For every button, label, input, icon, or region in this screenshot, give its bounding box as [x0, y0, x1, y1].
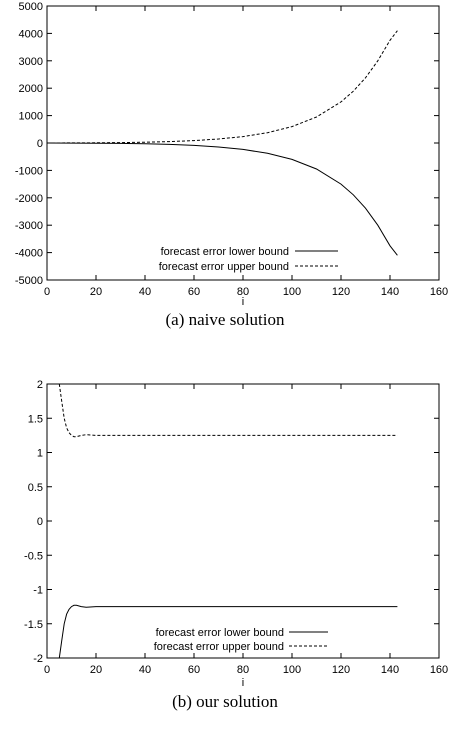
chart-b-series-0-line: [58, 604, 398, 659]
chart-a-x-tick-label: 60: [188, 286, 200, 298]
chart-b-caption: (b) our solution: [172, 692, 278, 711]
chart-b-x-axis-label: i: [242, 677, 244, 689]
chart-a-x-tick-label: 100: [283, 286, 301, 298]
chart-b-x-tick-label: 20: [90, 664, 102, 676]
chart-a-legend: forecast error lower bound forecast erro…: [159, 246, 338, 273]
chart-b-y-tick-label: 1.5: [28, 413, 43, 425]
chart-b-y-ticks: 2 1.5 1 0.5 0 -0.5 -1 -1.5 -2: [24, 379, 439, 665]
chart-b-y-tick-label: 2: [37, 379, 43, 391]
chart-b-x-tick-label: 100: [283, 664, 301, 676]
chart-a-x-tick-label: 40: [139, 286, 151, 298]
chart-a-y-tick-label: -1000: [15, 165, 43, 177]
chart-b-legend: forecast error lower bound forecast erro…: [154, 627, 328, 653]
chart-b-y-tick-label: 0: [37, 516, 43, 528]
chart-b-x-tick-label: 0: [44, 664, 50, 676]
chart-a-y-ticks: 5000 4000 3000 2000 1000 0 -1000 -2000 -3000 -400…: [15, 1, 439, 287]
chart-a-series-1-line: [46, 30, 398, 144]
chart-a-x-ticks: 0 20 40 60 80 100 120 140 160: [44, 6, 448, 298]
chart-b-y-tick-label: 1: [37, 448, 43, 460]
chart-b-series: [58, 383, 398, 659]
chart-a-x-tick-label: 140: [381, 286, 399, 298]
chart-a-y-tick-label: -5000: [15, 275, 43, 287]
chart-b-y-tick-label: 0.5: [28, 482, 43, 494]
chart-a-y-tick-label: 2000: [19, 83, 43, 95]
chart-a-x-axis-label: i: [242, 296, 244, 308]
chart-a-y-tick-label: -4000: [15, 248, 43, 260]
chart-b-y-tick-label: -1.5: [24, 619, 43, 631]
chart-a-y-tick-label: 0: [37, 138, 43, 150]
chart-a-y-tick-label: 4000: [19, 28, 43, 40]
chart-a-series-0-line: [46, 142, 398, 256]
chart-b-legend-label-1: forecast error upper bound: [154, 641, 284, 653]
chart-a-x-tick-label: 120: [332, 286, 350, 298]
chart-a-x-tick-label: 20: [90, 286, 102, 298]
chart-b-x-tick-label: 80: [237, 664, 249, 676]
chart-a-x-tick-label: 0: [44, 286, 50, 298]
chart-b-x-tick-label: 60: [188, 664, 200, 676]
chart-a-caption: (a) naive solution: [166, 310, 285, 329]
chart-a-x-tick-label: 80: [237, 286, 249, 298]
chart-a-legend-label-0: forecast error lower bound: [161, 246, 289, 258]
chart-b-plot-frame: [46, 383, 440, 659]
chart-a-y-tick-label: -2000: [15, 193, 43, 205]
chart-a-y-tick-label: 5000: [19, 1, 43, 13]
chart-a-y-tick-label: 3000: [19, 56, 43, 68]
chart-b-y-tick-label: -0.5: [24, 550, 43, 562]
chart-b-series-1-line: [58, 383, 398, 438]
chart-a-x-tick-label: 160: [430, 286, 448, 298]
chart-a: 500040003000200010000-1000-2000-3000-400…: [15, 1, 448, 329]
chart-b: 2 1.5 1 0.5 0 -0.5 -1 -1.5 -2 0 20 40 60 80 100 120 140…: [24, 379, 448, 711]
chart-b-x-tick-label: 140: [381, 664, 399, 676]
chart-b-y-tick-label: -1: [33, 585, 43, 597]
chart-b-y-tick-label: -2: [33, 653, 43, 665]
chart-b-legend-label-0: forecast error lower bound: [156, 627, 284, 639]
chart-b-x-tick-label: 120: [332, 664, 350, 676]
chart-a-series: [46, 30, 398, 256]
chart-b-x-tick-label: 160: [430, 664, 448, 676]
chart-b-x-ticks: 0 20 40 60 80 100 120 140 160: [44, 384, 448, 676]
chart-a-legend-label-1: forecast error upper bound: [159, 261, 289, 273]
chart-a-y-tick-label: 1000: [19, 111, 43, 123]
chart-b-x-tick-label: 40: [139, 664, 151, 676]
chart-a-y-tick-label: -3000: [15, 220, 43, 232]
